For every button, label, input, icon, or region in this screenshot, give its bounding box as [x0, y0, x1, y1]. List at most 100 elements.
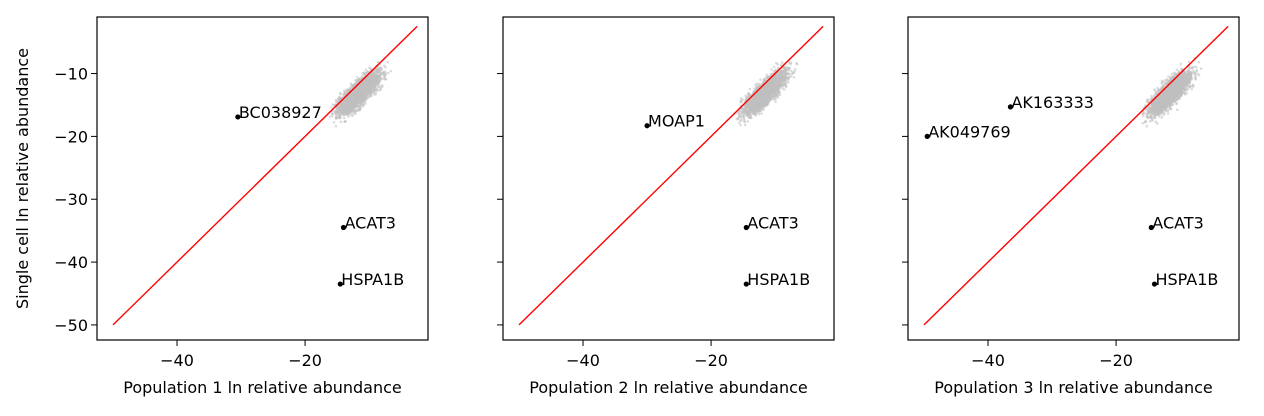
cloud-point: [759, 78, 762, 81]
y-tick-label: −30: [54, 190, 88, 209]
cloud-point: [765, 85, 768, 88]
cloud-point: [368, 88, 371, 91]
data-cloud: [734, 60, 798, 127]
cloud-point: [378, 75, 381, 78]
cloud-point: [363, 80, 366, 83]
point-label-hspa1b: HSPA1B: [341, 270, 404, 289]
cloud-point: [1161, 116, 1164, 119]
cloud-point: [362, 88, 365, 91]
panel-3: AK163333AK049769ACAT3HSPA1B−40−20Populat…: [902, 17, 1239, 397]
cloud-point: [349, 104, 352, 107]
y-tick-label: −50: [54, 316, 88, 335]
cloud-point: [343, 117, 346, 120]
cloud-point: [366, 86, 369, 89]
cloud-point: [352, 105, 355, 108]
cloud-point: [383, 65, 386, 68]
cloud-point: [373, 89, 376, 92]
cloud-point: [792, 72, 795, 75]
cloud-point: [760, 92, 763, 95]
cloud-point: [373, 73, 376, 76]
cloud-point: [776, 63, 779, 66]
cloud-point: [755, 109, 758, 112]
cloud-point: [745, 111, 748, 114]
y-axis-label: Single cell ln relative abundance: [13, 48, 32, 309]
cloud-point: [372, 81, 375, 84]
cloud-point: [344, 99, 347, 102]
cloud-point: [372, 75, 375, 78]
panel-1: BC038927ACAT3HSPA1B−40−20−10−20−30−40−50…: [13, 17, 428, 397]
cloud-point: [738, 116, 741, 119]
cloud-point: [782, 71, 785, 74]
cloud-point: [344, 102, 347, 105]
cloud-point: [753, 106, 756, 109]
cloud-point: [381, 68, 384, 71]
cloud-point: [787, 78, 790, 81]
cloud-point: [390, 70, 393, 73]
cloud-point: [364, 83, 367, 86]
cloud-point: [357, 79, 360, 82]
cloud-point: [739, 100, 742, 103]
cloud-point: [331, 115, 334, 118]
cloud-point: [751, 112, 754, 115]
cloud-point: [332, 103, 335, 106]
cloud-point: [766, 93, 769, 96]
cloud-point: [788, 73, 791, 76]
cloud-point: [780, 70, 783, 73]
x-tick-label: −20: [288, 351, 322, 370]
cloud-point: [758, 110, 761, 113]
cloud-point: [781, 61, 784, 64]
cloud-point: [781, 75, 784, 78]
cloud-point: [367, 83, 370, 86]
cloud-point: [365, 93, 368, 96]
cloud-point: [363, 101, 366, 104]
data-cloud: [329, 61, 393, 128]
cloud-point: [341, 113, 344, 116]
cloud-point: [344, 120, 347, 123]
cloud-point: [790, 61, 793, 64]
cloud-point: [743, 120, 746, 123]
x-axis-label: Population 2 ln relative abundance: [529, 378, 808, 397]
cloud-point: [340, 103, 343, 106]
cloud-point: [795, 62, 798, 65]
cloud-point: [773, 96, 776, 99]
cloud-point: [763, 105, 766, 108]
cloud-point: [352, 95, 355, 98]
cloud-point: [754, 101, 757, 104]
cloud-point: [758, 99, 761, 102]
point-label-hspa1b: HSPA1B: [747, 270, 810, 289]
cloud-point: [335, 99, 338, 102]
cloud-point: [346, 96, 349, 99]
cloud-point: [376, 68, 379, 71]
cloud-point: [768, 97, 771, 100]
cloud-point: [773, 66, 776, 69]
cloud-point: [373, 92, 376, 95]
cloud-point: [384, 75, 387, 78]
cloud-point: [362, 97, 365, 100]
cloud-point: [337, 111, 340, 114]
cloud-point: [744, 124, 747, 127]
cloud-point: [763, 96, 766, 99]
cloud-point: [359, 95, 362, 98]
cloud-point: [740, 97, 743, 100]
cloud-point: [369, 95, 372, 98]
cloud-point: [344, 105, 347, 108]
cloud-point: [367, 95, 370, 98]
cloud-point: [774, 101, 777, 104]
cloud-point: [352, 84, 355, 87]
cloud-point: [375, 88, 378, 91]
cloud-point: [355, 97, 358, 100]
point-label-acat3: ACAT3: [747, 214, 799, 233]
cloud-point: [339, 93, 342, 96]
cloud-point: [356, 101, 359, 104]
cloud-point: [387, 61, 390, 64]
cloud-point: [779, 72, 782, 75]
cloud-point: [349, 112, 352, 115]
cloud-point: [747, 93, 750, 96]
cloud-point: [757, 101, 760, 104]
cloud-point: [384, 70, 387, 73]
cloud-point: [749, 88, 752, 91]
cloud-point: [751, 102, 754, 105]
cloud-point: [374, 76, 377, 79]
cloud-point: [747, 120, 750, 123]
